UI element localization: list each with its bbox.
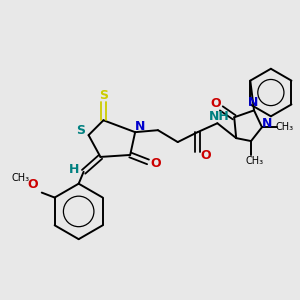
Text: O: O	[151, 158, 161, 170]
Text: CH₃: CH₃	[12, 173, 30, 183]
Text: O: O	[28, 178, 38, 191]
Text: S: S	[99, 89, 108, 102]
Text: O: O	[210, 97, 221, 110]
Text: S: S	[76, 124, 85, 137]
Text: O: O	[200, 149, 211, 162]
Text: CH₃: CH₃	[246, 156, 264, 166]
Text: N: N	[262, 117, 272, 130]
Text: N: N	[248, 96, 258, 109]
Text: NH: NH	[209, 110, 230, 123]
Text: H: H	[68, 163, 79, 176]
Text: CH₃: CH₃	[276, 122, 294, 132]
Text: N: N	[135, 120, 145, 133]
